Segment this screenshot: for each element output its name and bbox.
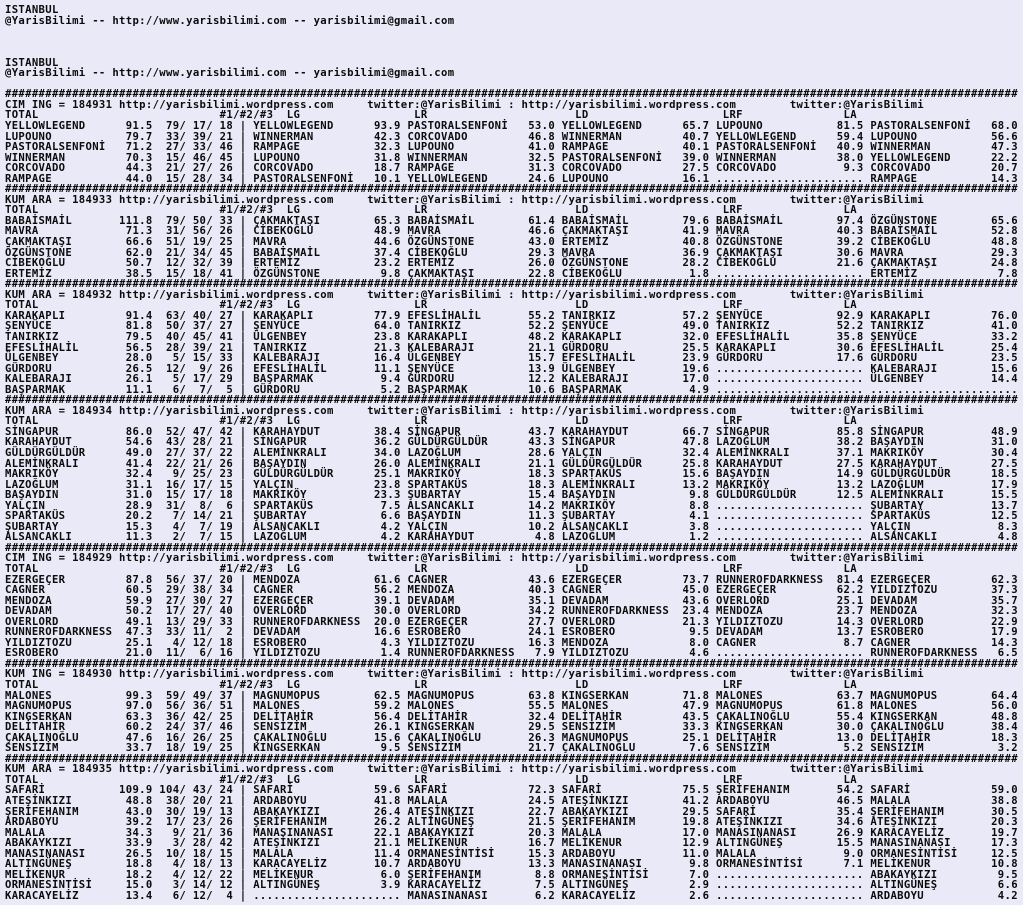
data-row: KARAKAPLI 91.4 63/ 40/ 27 | KARAKAPLI 77… xyxy=(5,309,1018,322)
data-row: MAGNUMOPUS 97.0 56/ 36/ 51 | MALONES 59.… xyxy=(5,700,1018,713)
separator-line: ########################################… xyxy=(5,88,1018,101)
data-row: ÖZGÜNSTONE 62.0 21/ 34/ 45 | BABAİSMAİL … xyxy=(5,246,1018,259)
contact-line: @YarisBilimi -- http://www.yarisbilimi.c… xyxy=(5,14,455,27)
blank-line xyxy=(5,37,1023,48)
data-row: ATEŞİNKIZI 48.8 38/ 20/ 21 | ARDABOYU 41… xyxy=(5,795,1018,808)
race-report: ########################################… xyxy=(5,89,1023,901)
data-row: ŞUBARTAY 15.3 4/ 7/ 19 | ALSANCAKLI 4.2 … xyxy=(5,520,1018,533)
data-row: KALEBARAJI 26.1 5/ 17/ 29 | BAŞPARMAK 9.… xyxy=(5,373,1018,386)
data-row: BAŞPARMAK 11.1 6/ 7/ 5 | GÜRDORU 5.2 BAŞ… xyxy=(5,383,1018,396)
data-row: SENSİZİM 33.7 18/ 19/ 25 | KINGSERKAN 9.… xyxy=(5,742,1018,755)
data-row: MENDOZA 59.9 27/ 30/ 27 | EZERGEÇER 39.1… xyxy=(5,594,1018,607)
data-row: BAŞAYDIN 31.0 15/ 17/ 18 | MAKRIKÖY 23.3… xyxy=(5,489,1018,502)
separator-line: ########################################… xyxy=(5,278,1018,291)
data-row: RAMPAGE 44.0 15/ 28/ 34 | PASTORALSENFON… xyxy=(5,172,1018,185)
data-row: KARAHAYDUT 54.6 43/ 28/ 21 | SİNGAPUR 36… xyxy=(5,436,1018,449)
data-row: YILDIZTOZU 25.1 4/ 12/ 18 | ESROBERO 4.3… xyxy=(5,636,1018,649)
data-row: KINGSERKAN 63.3 36/ 42/ 25 | DELİTAHİR 5… xyxy=(5,710,1018,723)
separator-line: ########################################… xyxy=(5,183,1018,196)
column-header-line: TOTAL #1/#2/#3 LG LR LD LRF LA xyxy=(5,679,857,691)
data-row: WINNERMAN 70.3 15/ 46/ 45 | LUPOUNO 31.8… xyxy=(5,151,1018,164)
section-header-line: KUM ING = 184930 http://yarisbilimi.word… xyxy=(5,668,924,681)
data-row: MALALA 34.3 9/ 21/ 36 | MANASINANASI 22.… xyxy=(5,826,1018,839)
data-row: ŞENYÜCE 81.8 50/ 37/ 27 | ŞENYÜCE 64.0 T… xyxy=(5,320,1018,333)
data-row: BABAİSMAİL 111.8 79/ 50/ 33 | ÇAKMAKTAŞI… xyxy=(5,214,1018,227)
data-row: ARDABOYU 39.2 17/ 23/ 26 | ŞERİFEHANIM 2… xyxy=(5,816,1018,829)
data-row: MANASINANASI 26.5 10/ 18/ 15 | MALALA 11… xyxy=(5,847,1018,860)
separator-line: ########################################… xyxy=(5,657,1018,670)
column-header-line: TOTAL #1/#2/#3 LG LR LD LRF LA xyxy=(5,299,857,312)
blank-line xyxy=(5,47,1023,58)
data-row: EFESLİHALİL 56.5 28/ 39/ 21 | TANIRKIZ 2… xyxy=(5,341,1018,354)
data-row: MAKRIKÖY 32.4 9/ 25/ 23 | GÜLDÜRGÜLDÜR 2… xyxy=(5,468,1018,481)
data-row: ŞERİFEHANIM 43.0 30/ 19/ 13 | ABAKAYKIZI… xyxy=(5,805,1018,818)
column-header-line: TOTAL #1/#2/#3 LG LR LD LRF LA xyxy=(5,415,857,428)
section-header-line: KUM ARA = 184932 http://yarisbilimi.word… xyxy=(5,288,924,301)
data-row: ALTINGÜNEŞ 18.8 4/ 18/ 13 | KARACAYELİZ … xyxy=(5,858,1018,871)
data-row: ALSANCAKLI 11.3 2/ 7/ 15 | LAZOĞLUM 4.2 … xyxy=(5,531,1018,544)
data-row: DELİTAHİR 60.2 24/ 37/ 46 | SENSİZİM 26.… xyxy=(5,721,1018,734)
data-row: MALONES 99.3 59/ 49/ 37 | MAGNUMOPUS 62.… xyxy=(5,689,1018,702)
section-header-line: CIM ING = 184931 http://yarisbilimi.word… xyxy=(5,98,924,111)
data-row: SPARTAKÜS 20.2 7/ 14/ 21 | ŞUBARTAY 6.6 … xyxy=(5,510,1018,523)
data-row: ÜLGENBEY 28.0 5/ 15/ 33 | KALEBARAJI 16.… xyxy=(5,352,1018,365)
data-row: PASTORALSENFONİ 71.2 27/ 33/ 46 | RAMPAG… xyxy=(5,141,1018,154)
data-row: ORMANESİNTİSİ 15.0 3/ 14/ 12 | ALTINGÜNE… xyxy=(5,879,1018,892)
contact-line: @YarisBilimi -- http://www.yarisbilimi.c… xyxy=(5,67,455,80)
data-row: LAZOĞLUM 31.1 16/ 17/ 15 | YALÇIN 23.8 S… xyxy=(5,478,1018,491)
data-row: ABAKAYKIZI 33.9 3/ 28/ 42 | ATEŞİNKIZI 2… xyxy=(5,837,1018,850)
data-row: GÜRDORU 26.5 12/ 9/ 26 | EFESLİHALİL 11.… xyxy=(5,362,1018,375)
data-row: ERTEMİZ 38.5 15/ 18/ 41 | ÖZGÜNSTONE 9.8… xyxy=(5,267,1018,280)
column-header-line: TOTAL #1/#2/#3 LG LR LD LRF LA xyxy=(5,109,857,122)
data-row: CORCOVADO 44.3 21/ 27/ 26 | CORCOVADO 18… xyxy=(5,162,1018,175)
column-header-line: TOTAL #1/#2/#3 LG LR LD LRF LA xyxy=(5,204,857,217)
city-title: ISTANBUL xyxy=(5,56,59,69)
section-header-line: KUM ARA = 184935 http://yarisbilimi.word… xyxy=(5,763,924,776)
data-row: ESROBERO 21.0 11/ 6/ 16 | YILDIZTOZU 1.4… xyxy=(5,647,1018,660)
data-row: LUPOUNO 79.7 33/ 39/ 21 | WINNERMAN 42.3… xyxy=(5,130,1018,143)
separator-line: ########################################… xyxy=(5,394,1018,407)
section-header-line: KUM ARA = 184933 http://yarisbilimi.word… xyxy=(5,193,924,206)
data-row: MELİKENUR 18.2 4/ 12/ 22 | MELİKENUR 6.0… xyxy=(5,868,1018,881)
section-header-line: KUM ARA = 184934 http://yarisbilimi.word… xyxy=(5,404,924,417)
data-row: CAGNER 60.5 29/ 38/ 34 | CAGNER 56.2 MEN… xyxy=(5,584,1018,597)
data-row: EZERGEÇER 87.8 56/ 37/ 20 | MENDOZA 61.6… xyxy=(5,573,1018,586)
separator-line: ########################################… xyxy=(5,541,1018,554)
blank-line xyxy=(5,26,1023,37)
data-row: YALÇIN 28.9 31/ 8/ 6 | SPARTAKÜS 7.5 ALS… xyxy=(5,499,1018,512)
data-row: OVERLORD 49.1 13/ 29/ 33 | RUNNEROFDARKN… xyxy=(5,615,1018,628)
data-row: MAVRA 71.3 31/ 56/ 26 | CİBEKOĞLU 48.9 M… xyxy=(5,225,1018,238)
section-header-line: CIM ING = 184929 http://yarisbilimi.word… xyxy=(5,552,924,565)
data-row: TANIRKIZ 79.5 40/ 45/ 41 | ÜLGENBEY 23.8… xyxy=(5,330,1018,343)
data-row: SİNGAPUR 86.0 52/ 47/ 42 | KARAHAYDUT 38… xyxy=(5,425,1018,438)
separator-line: ########################################… xyxy=(5,752,1018,765)
city-title: ISTANBUL xyxy=(5,4,59,16)
data-row: KARACAYELİZ 13.4 6/ 12/ 4 | ............… xyxy=(5,889,1018,902)
data-row: YELLOWLEGEND 91.5 79/ 17/ 18 | YELLOWLEG… xyxy=(5,120,1018,133)
column-header-line: TOTAL #1/#2/#3 LG LR LD LRF LA xyxy=(5,562,857,575)
column-header-line: TOTAL #1/#2/#3 LG LR LD LRF LA xyxy=(5,773,857,786)
data-row: SAFARİ 109.9 104/ 43/ 24 | SAFARİ 59.6 S… xyxy=(5,784,1018,797)
data-row: DEVADAM 50.2 17/ 27/ 40 | OVERLORD 30.0 … xyxy=(5,605,1018,618)
data-row: ALEMİNKRALI 41.4 22/ 21/ 26 | BAŞAYDIN 2… xyxy=(5,457,1018,470)
data-row: GÜLDÜRGÜLDÜR 49.0 27/ 37/ 22 | ALEMİNKRA… xyxy=(5,446,1018,459)
data-row: ÇAKALINOĞLU 47.6 16/ 26/ 25 | ÇAKALINOĞL… xyxy=(5,731,1018,744)
data-row: ÇAKMAKTAŞI 66.6 51/ 19/ 25 | MAVRA 44.6 … xyxy=(5,236,1018,249)
data-row: RUNNEROFDARKNESS 47.3 33/ 11/ 2 | DEVADA… xyxy=(5,626,1018,639)
data-row: CİBEKOĞLU 50.7 12/ 32/ 39 | ERTEMİZ 23.2… xyxy=(5,257,1018,270)
